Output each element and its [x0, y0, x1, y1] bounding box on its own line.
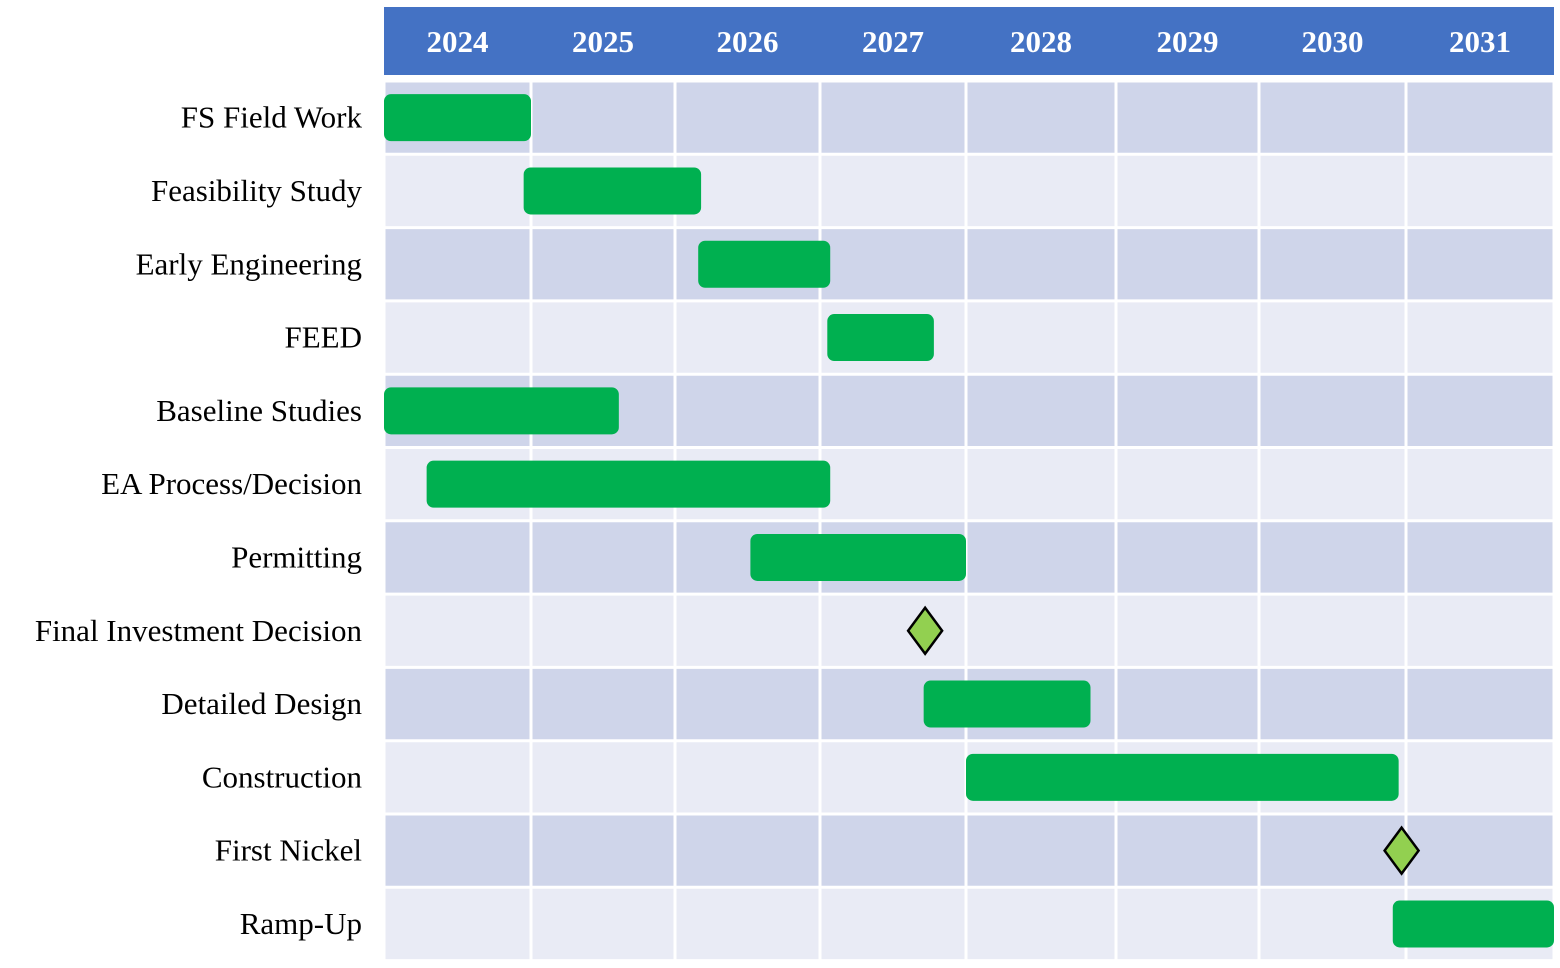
task-label: Feasibility Study: [151, 173, 362, 208]
milestone-marker: [1383, 825, 1421, 876]
row-background: [384, 227, 1554, 301]
header-background: [384, 7, 1554, 75]
task-bar: [966, 753, 1399, 801]
row-background: [384, 887, 1554, 961]
milestone-marker: [906, 605, 944, 656]
task-label: FEED: [285, 320, 363, 355]
task-bar: [384, 94, 531, 142]
task-bar: [384, 387, 619, 435]
year-tick-label: 2026: [717, 24, 779, 59]
task-bar: [698, 240, 831, 288]
year-tick-label: 2025: [572, 24, 634, 59]
task-bar: [523, 167, 702, 215]
year-tick-label: 2031: [1449, 24, 1511, 59]
task-bar: [827, 314, 934, 362]
task-label: Baseline Studies: [156, 393, 362, 428]
row-background: [384, 814, 1554, 888]
task-label: Permitting: [231, 539, 362, 574]
task-bar: [1392, 900, 1554, 948]
grid-lines: [382, 7, 1556, 963]
row-background: [384, 594, 1554, 668]
task-label: FS Field Work: [181, 100, 363, 135]
task-label: Detailed Design: [161, 686, 362, 721]
task-label: EA Process/Decision: [101, 466, 362, 501]
task-label: Early Engineering: [136, 246, 362, 281]
task-bar: [426, 460, 831, 508]
year-tick-label: 2027: [862, 24, 924, 59]
year-tick-label: 2029: [1157, 24, 1219, 59]
row-background: [384, 81, 1554, 155]
year-header: 2024 2025 2026 2027 2028 2029 2030 2031: [384, 7, 1554, 75]
task-label: Ramp-Up: [240, 906, 362, 941]
task-bar: [750, 533, 966, 581]
task-label: Final Investment Decision: [35, 613, 363, 648]
year-tick-label: 2024: [427, 24, 489, 59]
year-tick-label: 2030: [1302, 24, 1364, 59]
task-labels: FS Field Work Feasibility Study Early Engi…: [35, 100, 363, 941]
year-tick-label: 2028: [1010, 24, 1072, 59]
task-bars: [384, 94, 1554, 948]
row-background: [384, 520, 1554, 595]
task-label: Construction: [202, 759, 363, 794]
task-label: First Nickel: [215, 833, 362, 868]
row-background: [384, 300, 1554, 375]
task-bar: [923, 680, 1091, 728]
